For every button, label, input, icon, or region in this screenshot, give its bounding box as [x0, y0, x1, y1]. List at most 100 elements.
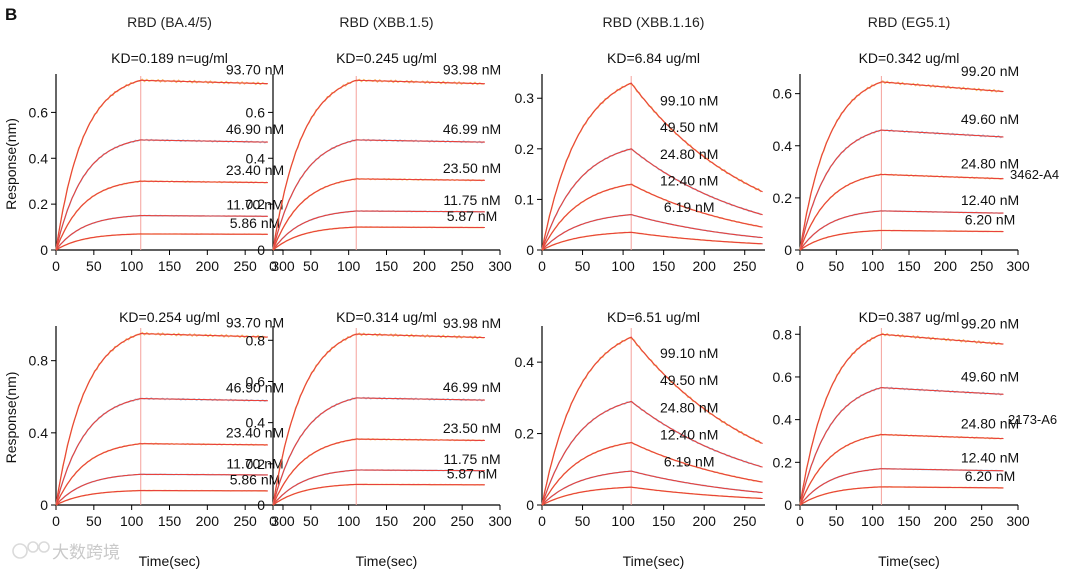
y-tick-label: 0.8: [29, 353, 49, 369]
y-tick-label: 0: [40, 242, 48, 258]
x-tick-label: 250: [233, 258, 257, 274]
kd-label: KD=0.387 ug/ml: [859, 309, 960, 325]
y-tick-label: 0.2: [515, 426, 535, 442]
x-tick-label: 150: [897, 513, 921, 529]
row-label-2173-a6: 2173-A6: [1008, 412, 1057, 427]
kd-label: KD=0.342 ug/ml: [859, 50, 960, 66]
fit-curve: [541, 82, 763, 251]
fit-curve: [799, 486, 1004, 506]
data-trace: [541, 336, 762, 506]
x-tick-label: 150: [652, 513, 676, 529]
series-label: 99.10 nM: [660, 93, 718, 109]
series-label: 11.70 nM: [226, 197, 283, 213]
x-tick-label: 100: [861, 513, 885, 529]
x-tick-label: 100: [120, 513, 144, 529]
x-tick-label: 0: [269, 513, 277, 529]
x-tick-label: 200: [413, 258, 437, 274]
series-label: 99.10 nM: [660, 345, 718, 361]
series-label: 12.40 nM: [961, 450, 1019, 466]
x-tick-label: 100: [120, 258, 144, 274]
x-tick-label: 300: [1006, 258, 1030, 274]
series-label: 5.87 nM: [447, 208, 498, 224]
watermark-text: 大数跨境: [52, 543, 120, 562]
y-tick-label: 0.6: [29, 104, 49, 120]
x-tick-label: 250: [733, 258, 757, 274]
x-tick-label: 50: [829, 513, 845, 529]
series-label: 12.40 nM: [660, 426, 718, 442]
x-tick-label: 100: [337, 258, 361, 274]
series-label: 49.50 nM: [660, 372, 718, 388]
fit-curve: [55, 333, 268, 506]
y-tick-label: 0: [784, 242, 792, 258]
series-label: 49.60 nM: [961, 111, 1019, 127]
series-label: 49.60 nM: [961, 369, 1019, 385]
x-tick-label: 100: [337, 513, 361, 529]
panel-title: RBD (EG5.1): [868, 14, 950, 30]
series-label: 49.50 nM: [660, 119, 718, 135]
fit-curve: [799, 229, 1004, 251]
y-tick-label: 0.6: [246, 373, 266, 389]
series-label: 23.50 nM: [443, 160, 501, 176]
x-tick-label: 0: [52, 258, 60, 274]
x-axis-label: Time(sec): [139, 553, 201, 569]
x-tick-label: 50: [575, 258, 591, 274]
x-tick-label: 250: [970, 258, 994, 274]
watermark-logo-icon: [12, 541, 50, 559]
fit-curve: [272, 139, 485, 251]
x-tick-label: 150: [375, 258, 399, 274]
series-label: 46.99 nM: [443, 379, 501, 395]
data-trace: [55, 138, 268, 250]
fit-curve: [272, 438, 485, 506]
x-tick-label: 250: [450, 258, 474, 274]
data-trace: [799, 229, 1003, 251]
data-trace: [799, 486, 1003, 506]
panel-1-2: KD=6.51 ug/ml 0 50 100 150 200 250 0 0.2 0.4 Time(…: [515, 309, 765, 569]
fit-curve: [272, 178, 485, 251]
y-tick-label: 0: [257, 497, 265, 513]
series-label: 12.40 nM: [660, 173, 718, 189]
kd-label: KD=0.189 n=ug/ml: [111, 50, 228, 66]
x-tick-label: 300: [271, 513, 295, 529]
x-tick-label: 0: [269, 258, 277, 274]
series-label: 6.20 nM: [965, 468, 1016, 484]
x-tick-label: 50: [303, 513, 319, 529]
x-tick-label: 150: [158, 258, 182, 274]
x-tick-label: 150: [375, 513, 399, 529]
x-tick-label: 150: [897, 258, 921, 274]
data-trace: [272, 226, 485, 251]
data-trace: [55, 233, 268, 251]
x-tick-label: 250: [233, 513, 257, 529]
fit-curve: [541, 214, 763, 251]
x-tick-label: 50: [829, 258, 845, 274]
x-tick-label: 0: [52, 513, 60, 529]
y-tick-label: 0.2: [773, 190, 793, 206]
y-axis-label: Response(nm): [3, 118, 19, 210]
series-label: 23.40 nM: [226, 162, 284, 178]
panel-0-3: RBD (EG5.1) KD=0.342 ug/ml 0 50 100 150 200 250…: [773, 14, 1030, 274]
fit-curve: [799, 387, 1004, 506]
series-label: 11.75 nM: [443, 451, 500, 467]
fit-curve: [55, 233, 268, 251]
fit-curve: [541, 486, 763, 506]
x-tick-label: 0: [796, 513, 804, 529]
x-axis-label: Time(sec): [356, 553, 418, 569]
x-tick-label: 100: [611, 258, 635, 274]
y-tick-label: 0.4: [515, 354, 535, 370]
panel-title: RBD (BA.4/5): [127, 14, 212, 30]
x-tick-label: 50: [86, 513, 102, 529]
x-tick-label: 300: [488, 513, 512, 529]
data-trace: [272, 483, 485, 506]
y-tick-label: 0: [784, 497, 792, 513]
x-tick-label: 50: [575, 513, 591, 529]
series-label: 6.20 nM: [965, 211, 1016, 227]
x-tick-label: 50: [303, 258, 319, 274]
series-label: 23.40 nM: [226, 425, 284, 441]
series-label: 24.80 nM: [660, 146, 718, 162]
series-label: 93.98 nM: [443, 61, 501, 77]
x-axis-label: Time(sec): [878, 553, 940, 569]
series-label: 24.80 nM: [961, 155, 1019, 171]
y-tick-label: 0.8: [773, 326, 793, 342]
row-label-3462-a4: 3462-A4: [1010, 167, 1059, 182]
panel-0-1: RBD (XBB.1.5) KD=0.245 ug/ml 0 50 100 150 200 2…: [246, 14, 512, 274]
